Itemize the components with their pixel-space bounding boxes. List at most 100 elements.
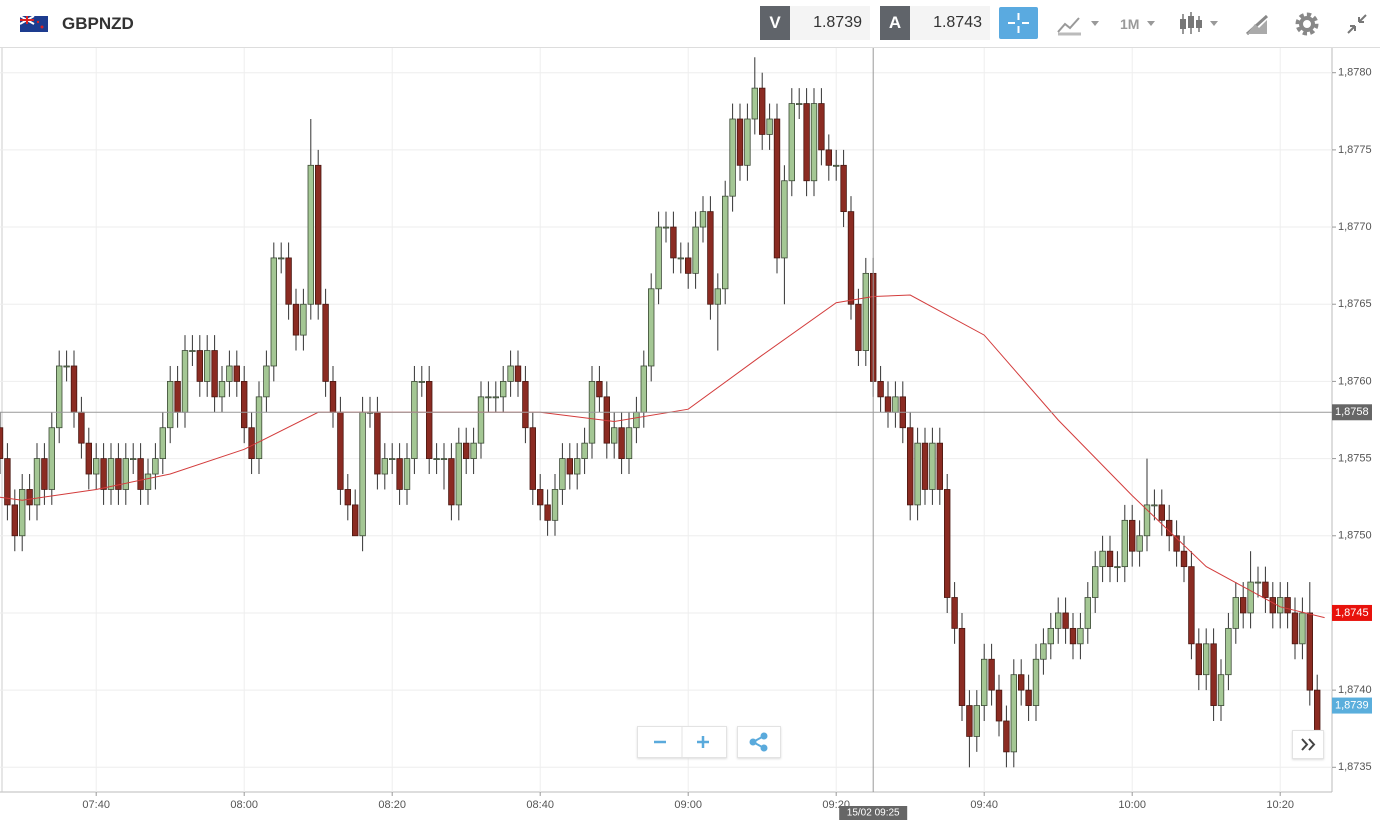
candle-body [1092,566,1099,598]
candles-button[interactable] [1178,10,1224,38]
timeframe[interactable]: 1M [1120,16,1140,32]
candle-body [944,489,951,598]
candle-body [78,411,85,444]
flag [20,16,48,32]
candle-body [70,365,78,413]
candle-body [907,427,914,506]
candle-body [122,458,129,490]
zoom-in[interactable] [697,736,709,748]
settings-button[interactable] [1294,11,1320,37]
candle-body [884,396,892,413]
candle-body [551,489,559,521]
candle-body [100,458,107,490]
candle-body [1254,581,1262,584]
candle-body [159,427,166,459]
candle-body [196,350,203,382]
candle-body [1195,643,1202,676]
candle-body [166,381,174,429]
candle-body [648,288,655,367]
candle-body [26,489,33,506]
candle-body [1291,612,1299,645]
candle-body [707,211,714,305]
sell-price[interactable]: 1.8739 [790,6,870,40]
candle-body [226,365,233,382]
drawing-button[interactable] [1243,10,1271,38]
candle-body [1269,597,1276,614]
candle-body [677,257,684,260]
candle-body [470,442,477,459]
candle-body [1217,674,1225,706]
candle-body [529,427,536,490]
share-button[interactable] [737,726,781,758]
candle-body [233,365,240,382]
candle-body [1032,658,1040,706]
candle-body [1069,627,1077,645]
price-tag-label: 1,8745 [1335,607,1369,619]
candle-body [337,411,344,490]
chart-type-button[interactable] [1055,12,1105,36]
symbol: GBPNZD [62,14,134,33]
candle-body [1210,643,1217,706]
plot-area [0,48,1332,792]
zoom-group [637,726,727,758]
buy-label[interactable]: A [880,6,910,40]
candle-body [1188,566,1195,645]
candle-body [833,164,840,167]
candle-body [618,427,625,459]
y-tick-label: 1,8775 [1338,144,1372,156]
candle-body [115,458,122,490]
zoom-icons [654,727,709,757]
price-tag-label: 1,8739 [1335,699,1369,711]
candle-body [137,458,144,490]
candle-body [988,658,995,691]
candle-body [1143,504,1151,537]
candle-body [129,458,137,460]
candle-body [892,396,899,413]
candle-body [351,504,359,537]
candle-body [292,303,300,336]
candle-body [277,257,285,260]
moving-average [0,294,1325,619]
candle-body [211,350,218,398]
candle-body [1121,519,1128,568]
candle-body [1173,535,1180,552]
candle-body [514,365,522,382]
collapse-button[interactable] [1345,12,1369,36]
candle-body [773,118,781,259]
price-tag [1332,697,1372,714]
timeframe-arrow[interactable] [1145,12,1159,36]
candle-body [662,226,670,229]
candle-body [18,489,26,537]
candle-body [189,350,196,352]
candle-body [936,442,943,490]
y-tick-label: 1,8780 [1338,67,1372,79]
candle-body [929,442,936,490]
buy-price[interactable]: 1.8743 [910,6,990,40]
candle-body [344,489,351,506]
candle-body [381,458,388,475]
candle-body [995,689,1003,722]
scroll-right-button[interactable] [1292,730,1324,759]
candle-body [796,103,803,105]
candle-body [685,257,692,274]
candle-body [0,427,4,459]
candle-body [670,226,677,259]
candle-body [544,504,551,521]
candle-body [581,442,588,459]
y-tick-label: 1,8755 [1338,452,1372,464]
candle-body [314,164,322,305]
candle-body [1025,689,1032,706]
candle-body [403,458,411,490]
candle-body [1062,612,1069,629]
y-tick-label: 1,8740 [1338,684,1372,696]
candle-body [240,381,248,429]
candle-body [788,103,795,182]
candle-body [722,195,729,290]
candle-body [93,458,100,475]
crosshair-x-label: 15/02 09:25 [847,808,900,819]
candle-body [1306,612,1313,691]
crosshair-button[interactable] [999,7,1038,39]
sell-label[interactable]: V [760,6,790,40]
crosshair-x-tag [839,806,908,820]
chart: 1,8735 1,8740 1,8745 1,8750 1,8755 1,8760 1,87… [0,48,1372,820]
